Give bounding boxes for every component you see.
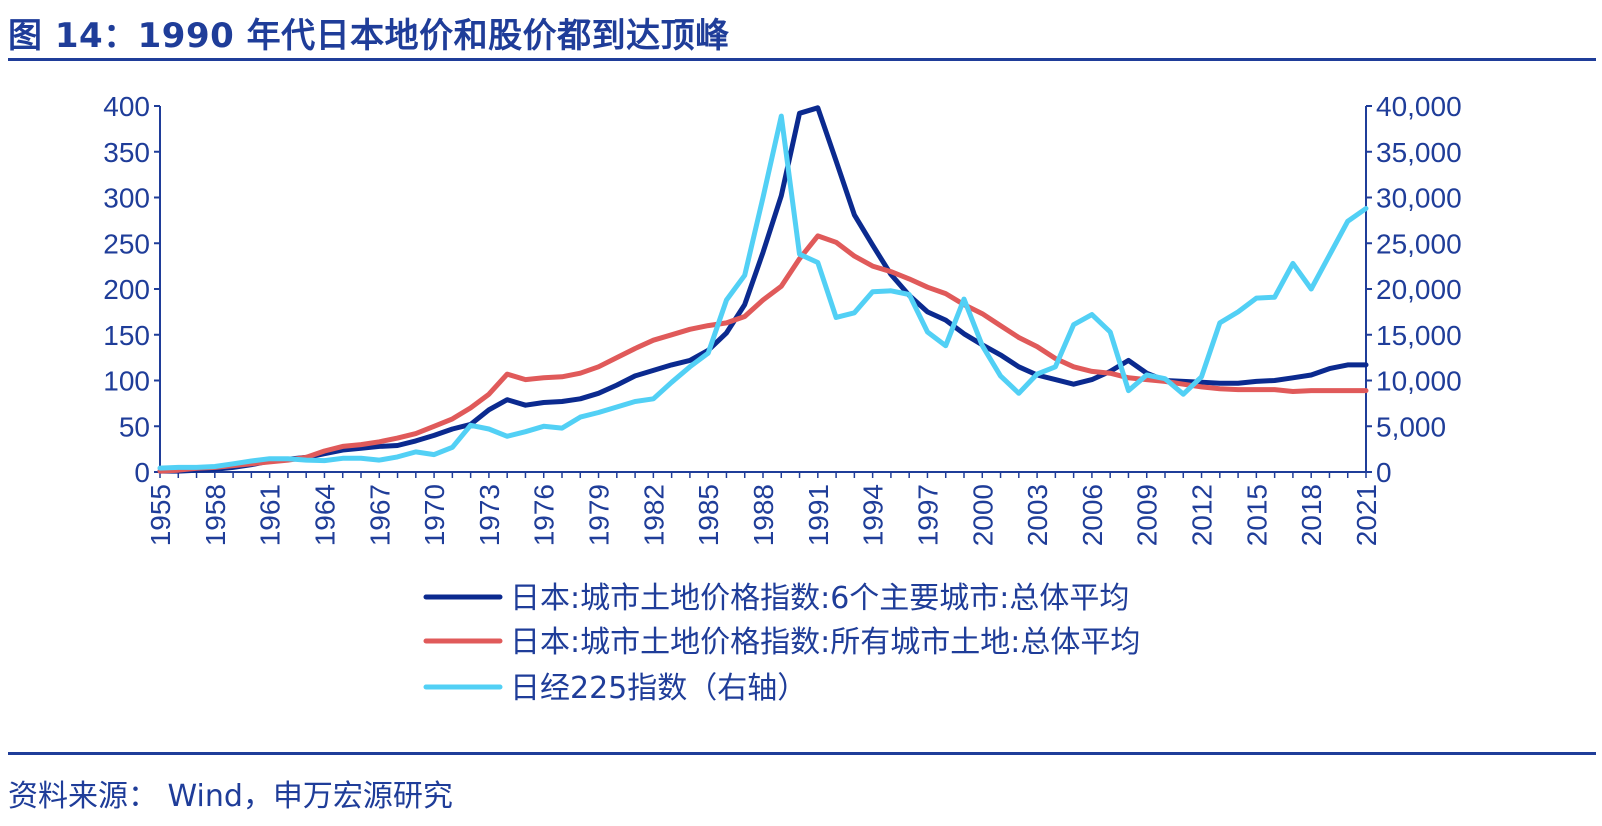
series-line-2: [157, 233, 1369, 474]
y-left-tick-label: 50: [119, 411, 150, 442]
x-tick-label: 1973: [474, 484, 505, 546]
series-line-3: [157, 113, 1369, 471]
y-right-tick-label: 5,000: [1376, 411, 1446, 442]
legend-label-3: 日经225指数（右轴）: [510, 671, 807, 706]
x-tick-label: 1997: [912, 484, 943, 546]
legend-label-1: 日本:城市土地价格指数:6个主要城市:总体平均: [510, 581, 1129, 616]
legend: 日本:城市土地价格指数:6个主要城市:总体平均日本:城市土地价格指数:所有城市土…: [423, 581, 1140, 706]
x-tick-label: 2009: [1132, 484, 1163, 546]
dual-axis-line-chart: 400 350 300 250 200 150 100 50 0 40,000 35,000 30,0…: [103, 91, 1461, 706]
x-tick-label: 2012: [1187, 484, 1218, 546]
x-tick-label: 2018: [1296, 484, 1327, 546]
x-tick-label: 1988: [748, 484, 779, 546]
y-right-tick-label: 35,000: [1376, 137, 1462, 168]
y-left-tick-label: 250: [103, 228, 150, 259]
y-right-tick-label: 25,000: [1376, 228, 1462, 259]
x-tick-label: 2003: [1022, 484, 1053, 546]
x-tick-label: 2000: [967, 484, 998, 546]
x-tick-label: 1970: [419, 484, 450, 546]
y-right-tick-label: 10,000: [1376, 366, 1462, 397]
footer-divider: [8, 752, 1596, 755]
y-right-tick-label: 0: [1376, 457, 1392, 488]
y-right-tick-label: 20,000: [1376, 274, 1462, 305]
title-divider: [8, 58, 1596, 61]
legend-label-2: 日本:城市土地价格指数:所有城市土地:总体平均: [510, 625, 1140, 660]
x-tick-label: 1985: [693, 484, 724, 546]
axes: 400 350 300 250 200 150 100 50 0 40,000 35,000 30,0…: [103, 91, 1461, 546]
x-tick-label: 1979: [584, 484, 615, 546]
x-tick-label: 1967: [364, 484, 395, 546]
x-tick-label: 1955: [145, 484, 176, 546]
x-tick-label: 1982: [638, 484, 669, 546]
x-tick-label: 1958: [200, 484, 231, 546]
series-lines: [157, 105, 1369, 474]
x-tick-label: 2006: [1077, 484, 1108, 546]
x-tick-label: 1994: [858, 484, 889, 546]
y-right-tick-label: 40,000: [1376, 91, 1462, 122]
y-left-tick-label: 300: [103, 183, 150, 214]
y-left-tick-label: 400: [103, 91, 150, 122]
y-left-tick-label: 100: [103, 366, 150, 397]
y-left-tick-label: 200: [103, 274, 150, 305]
y-left-tick-label: 0: [134, 457, 150, 488]
x-tick-label: 2015: [1241, 484, 1272, 546]
chart-title: 图 14：1990 年代日本地价和股价都到达顶峰: [8, 16, 730, 56]
x-tick-label: 1964: [309, 484, 340, 546]
x-tick-label: 1976: [529, 484, 560, 546]
y-right-tick-label: 15,000: [1376, 320, 1462, 351]
x-tick-label: 2021: [1351, 484, 1382, 546]
x-tick-label: 1961: [255, 484, 286, 546]
series-line-1: [157, 105, 1369, 474]
y-right-tick-label: 30,000: [1376, 183, 1462, 214]
x-tick-label: 1991: [803, 484, 834, 546]
source-note: 资料来源： Wind，申万宏源研究: [8, 779, 453, 814]
y-left-tick-label: 150: [103, 320, 150, 351]
y-left-tick-label: 350: [103, 137, 150, 168]
